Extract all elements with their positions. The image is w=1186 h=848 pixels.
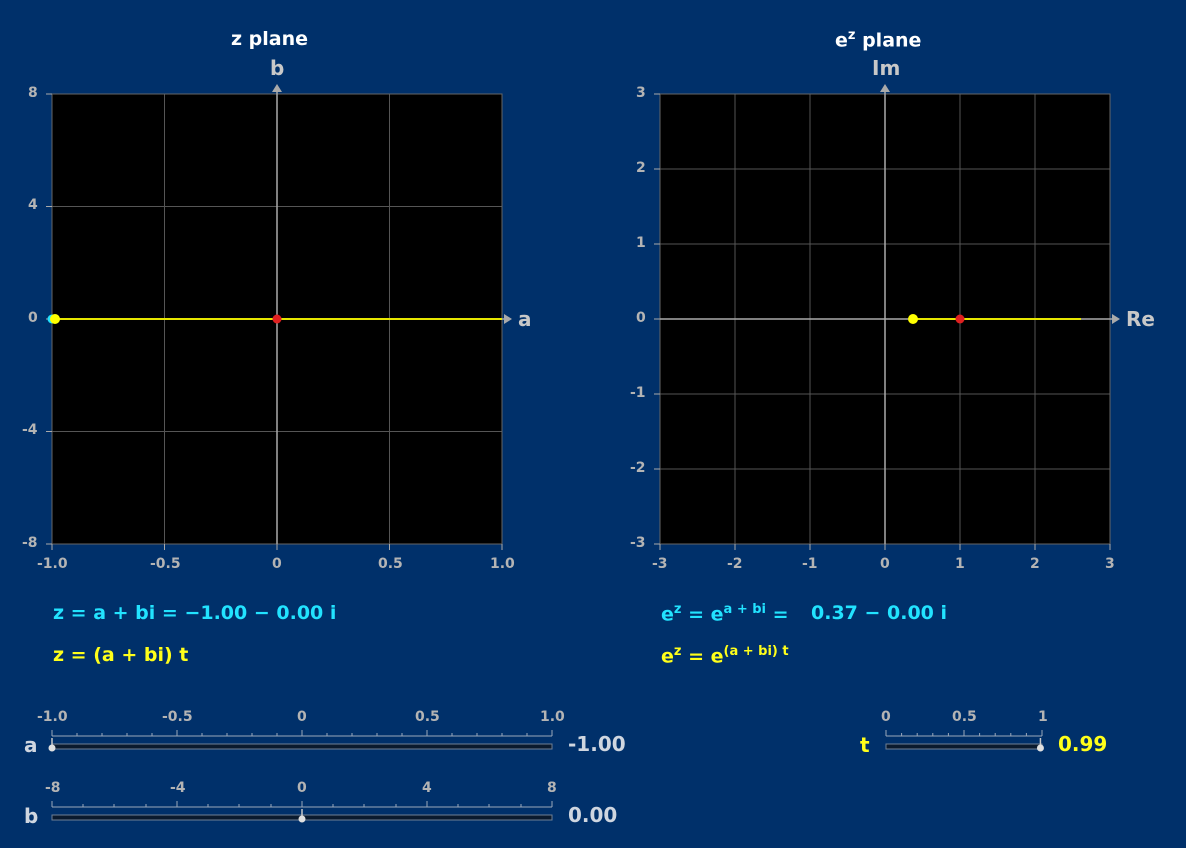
slider-t-label: t	[860, 733, 870, 757]
z-y-axis-label: b	[270, 56, 285, 80]
exp-y-tick: -1	[630, 385, 646, 401]
slider-b-tick: -8	[45, 780, 61, 796]
slider-a-thumb[interactable]	[48, 738, 56, 752]
exp-y-tick: -3	[630, 535, 646, 551]
slider-b-tick-marks	[51, 801, 553, 807]
z-plane-plot[interactable]	[0, 0, 600, 600]
slider-a-tick-marks	[51, 730, 553, 736]
slider-a-tick: 0	[297, 709, 307, 725]
z-x-tick: -0.5	[150, 556, 181, 572]
slider-a-tick: -0.5	[162, 709, 193, 725]
exp-y-tick: 2	[636, 160, 646, 176]
z-origin-point	[272, 314, 282, 324]
slider-a-tick: 0.5	[415, 709, 440, 725]
slider-b-tick: 0	[297, 780, 307, 796]
exp-x-tick: 3	[1105, 556, 1115, 572]
slider-t-track[interactable]	[885, 743, 1043, 750]
exp-value-result: 0.37 − 0.00 i	[811, 602, 948, 624]
exp-y-axis-label: Im	[872, 56, 901, 80]
slider-b-tick: -4	[170, 780, 186, 796]
z-x-tick: 0.5	[378, 556, 403, 572]
exp-x-axis-label: Re	[1126, 307, 1155, 331]
exp-x-tick: -3	[652, 556, 668, 572]
exp-x-tick: 0	[880, 556, 890, 572]
slider-t-tick: 0	[881, 709, 891, 725]
exp-value-formula: ez = ea + bi =	[661, 602, 789, 626]
slider-a-track[interactable]	[51, 743, 553, 750]
slider-a-label: a	[24, 733, 38, 757]
slider-a-value: -1.00	[568, 732, 626, 756]
z-y-tick: 8	[28, 85, 38, 101]
z-y-tick: -8	[22, 535, 38, 551]
exp-current-point[interactable]	[908, 314, 918, 324]
z-x-tick: 0	[272, 556, 282, 572]
slider-b-tick: 4	[422, 780, 432, 796]
slider-t-tick: 0.5	[952, 709, 977, 725]
z-y-tick: -4	[22, 422, 38, 438]
exp-y-tick: 1	[636, 235, 646, 251]
exp-plane-title: ez plane	[835, 28, 922, 52]
exp-x-axis-arrow-icon	[1112, 314, 1120, 324]
slider-b[interactable]	[44, 799, 560, 827]
exp-y-tick: -2	[630, 460, 646, 476]
exp-path-formula: ez = e(a + bi) t	[661, 644, 789, 668]
slider-t-tick-marks	[885, 730, 1043, 736]
z-y-tick: 4	[28, 197, 38, 213]
slider-b-thumb[interactable]	[298, 809, 306, 823]
slider-b-value: 0.00	[568, 803, 618, 827]
z-current-point[interactable]	[50, 314, 60, 324]
z-plane-title: z plane	[231, 28, 309, 50]
z-x-axis-label: a	[518, 307, 532, 331]
z-path-formula: z = (a + bi) t	[53, 644, 189, 666]
z-x-tick: 1.0	[490, 556, 515, 572]
exp-tick-marks	[654, 93, 1111, 550]
exp-y-tick: 0	[636, 310, 646, 326]
exp-x-tick: -2	[727, 556, 743, 572]
slider-b-label: b	[24, 804, 39, 828]
exp-origin-image-point	[955, 314, 965, 324]
exp-x-tick: 2	[1030, 556, 1040, 572]
slider-a[interactable]	[44, 728, 560, 756]
slider-t-tick: 1	[1038, 709, 1048, 725]
exp-y-tick: 3	[636, 85, 646, 101]
slider-t-value: 0.99	[1058, 732, 1108, 756]
slider-t-thumb[interactable]	[1036, 738, 1044, 752]
z-y-tick: 0	[28, 310, 38, 326]
slider-a-tick: 1.0	[540, 709, 565, 725]
z-value-formula: z = a + bi = −1.00 − 0.00 i	[53, 602, 337, 624]
exp-x-tick: -1	[802, 556, 818, 572]
slider-t[interactable]	[878, 728, 1052, 756]
z-x-axis-arrow-icon	[504, 314, 512, 324]
exp-plane-plot[interactable]	[600, 0, 1186, 600]
slider-b-tick: 8	[547, 780, 557, 796]
exp-y-axis-arrow-icon	[880, 84, 890, 92]
z-x-tick: -1.0	[37, 556, 68, 572]
exp-x-tick: 1	[955, 556, 965, 572]
z-y-axis-arrow-icon	[272, 84, 282, 92]
slider-a-tick: -1.0	[37, 709, 68, 725]
